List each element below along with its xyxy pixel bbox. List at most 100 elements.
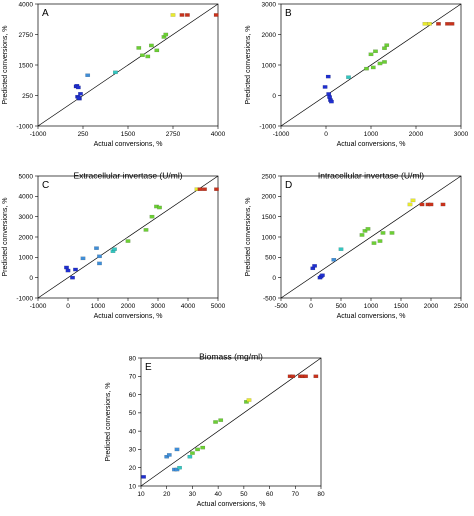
data-point bbox=[364, 66, 369, 71]
x-tick-label: 0 bbox=[309, 303, 313, 310]
data-point bbox=[218, 418, 224, 422]
y-tick-label: 70 bbox=[129, 374, 137, 381]
data-point bbox=[365, 227, 371, 231]
data-point bbox=[65, 268, 71, 273]
x-tick-label: 1500 bbox=[121, 131, 136, 138]
x-tick-label: -1000 bbox=[30, 303, 47, 310]
x-tick-label: 3000 bbox=[454, 131, 469, 138]
y-tick-label: 5000 bbox=[19, 173, 34, 180]
x-tick-label: 1000 bbox=[364, 303, 379, 310]
panel-a: A -1000 250 1500 2750 4000 -1000 250 1500 2750 400… bbox=[2, 1, 226, 148]
x-axis-label-c: Actual conversions, % bbox=[94, 313, 163, 320]
data-point bbox=[157, 205, 162, 210]
data-point bbox=[76, 95, 82, 100]
x-axis-label-d: Actual conversions, % bbox=[337, 313, 406, 320]
data-point bbox=[214, 187, 219, 191]
fit-line-c bbox=[37, 175, 219, 299]
data-point bbox=[428, 202, 434, 207]
data-point bbox=[290, 374, 296, 379]
x-tick-label: 1500 bbox=[394, 303, 409, 310]
data-point bbox=[329, 99, 334, 104]
data-point bbox=[141, 475, 146, 479]
y-tick-label: -1000 bbox=[259, 123, 276, 130]
data-point bbox=[427, 22, 432, 26]
y-tick-label: 2500 bbox=[262, 173, 277, 180]
y-axis-label-b: Predicted conversions, % bbox=[245, 26, 252, 105]
data-point bbox=[389, 231, 395, 235]
data-point bbox=[213, 13, 219, 17]
data-point bbox=[246, 398, 252, 402]
x-tick-label: 30 bbox=[189, 491, 197, 498]
data-point bbox=[174, 447, 180, 452]
data-point bbox=[163, 32, 169, 37]
fit-line-d bbox=[280, 175, 462, 299]
x-axis-label-b: Actual conversions, % bbox=[337, 141, 406, 148]
y-axis-label-a: Predicted conversions, % bbox=[2, 26, 9, 105]
data-point bbox=[382, 46, 387, 50]
y-tick-label: 250 bbox=[22, 93, 33, 100]
y-axis-label-d: Predicted conversions, % bbox=[245, 198, 252, 277]
x-tick-label: 500 bbox=[336, 303, 347, 310]
data-point bbox=[322, 85, 328, 89]
data-point bbox=[164, 454, 170, 459]
y-tick-label: 2000 bbox=[262, 32, 277, 39]
y-tick-label: 1000 bbox=[262, 62, 277, 69]
panel-b: B -1000 0 1000 2000 3000 -1000 0 1000 2000 3000 Act… bbox=[245, 1, 469, 148]
data-point bbox=[377, 239, 383, 243]
data-point bbox=[440, 202, 446, 207]
panel-letter-a: A bbox=[42, 8, 49, 19]
data-point bbox=[326, 92, 332, 96]
data-point bbox=[149, 214, 155, 219]
x-tick-label: 80 bbox=[317, 491, 325, 498]
y-tick-label: 2000 bbox=[19, 234, 34, 241]
x-tick-label: 50 bbox=[240, 491, 248, 498]
data-point bbox=[371, 241, 377, 245]
panel-letter-c: C bbox=[42, 180, 49, 191]
data-point bbox=[384, 43, 390, 47]
x-axis-label-e: Actual conversions, % bbox=[197, 501, 266, 508]
data-point bbox=[213, 420, 218, 424]
data-point bbox=[449, 22, 455, 26]
x-tick-label: 2750 bbox=[166, 131, 181, 138]
data-point bbox=[362, 229, 368, 233]
x-tick-label: 2000 bbox=[409, 131, 424, 138]
y-tick-label: 0 bbox=[29, 275, 33, 282]
data-point bbox=[325, 74, 331, 79]
panel-letter-d: D bbox=[285, 180, 292, 191]
x-tick-label: 250 bbox=[78, 131, 89, 138]
x-tick-label: 60 bbox=[266, 491, 274, 498]
data-point bbox=[185, 13, 190, 17]
data-point bbox=[149, 43, 154, 48]
y-tick-label: 30 bbox=[129, 447, 137, 454]
data-point bbox=[312, 264, 317, 268]
y-tick-label: 500 bbox=[265, 255, 276, 262]
data-point bbox=[373, 49, 378, 54]
data-point bbox=[113, 70, 118, 75]
data-point bbox=[97, 261, 102, 266]
data-point bbox=[179, 13, 185, 17]
data-point bbox=[143, 228, 149, 232]
data-point bbox=[368, 52, 374, 57]
data-point bbox=[370, 65, 376, 70]
data-point bbox=[338, 247, 344, 251]
data-point bbox=[419, 202, 425, 207]
x-tick-label: 1000 bbox=[364, 131, 379, 138]
x-tick-label: 2500 bbox=[454, 303, 469, 310]
y-tick-label: -500 bbox=[263, 295, 276, 302]
data-point bbox=[202, 187, 207, 191]
data-point bbox=[382, 60, 387, 64]
data-point bbox=[377, 61, 383, 66]
fit-line-e bbox=[140, 357, 322, 487]
fit-line-b bbox=[280, 3, 462, 127]
data-point bbox=[70, 275, 75, 280]
data-point bbox=[320, 273, 325, 277]
y-tick-label: 40 bbox=[129, 428, 137, 435]
y-tick-label: 3000 bbox=[262, 1, 277, 8]
data-point bbox=[177, 465, 182, 470]
data-point bbox=[174, 467, 180, 472]
panel-d: D Intracellular invertase (U/ml) -500 0 500 1… bbox=[245, 170, 469, 320]
data-point bbox=[197, 187, 203, 191]
fit-line-a bbox=[37, 3, 219, 127]
x-tick-label: -500 bbox=[274, 303, 287, 310]
